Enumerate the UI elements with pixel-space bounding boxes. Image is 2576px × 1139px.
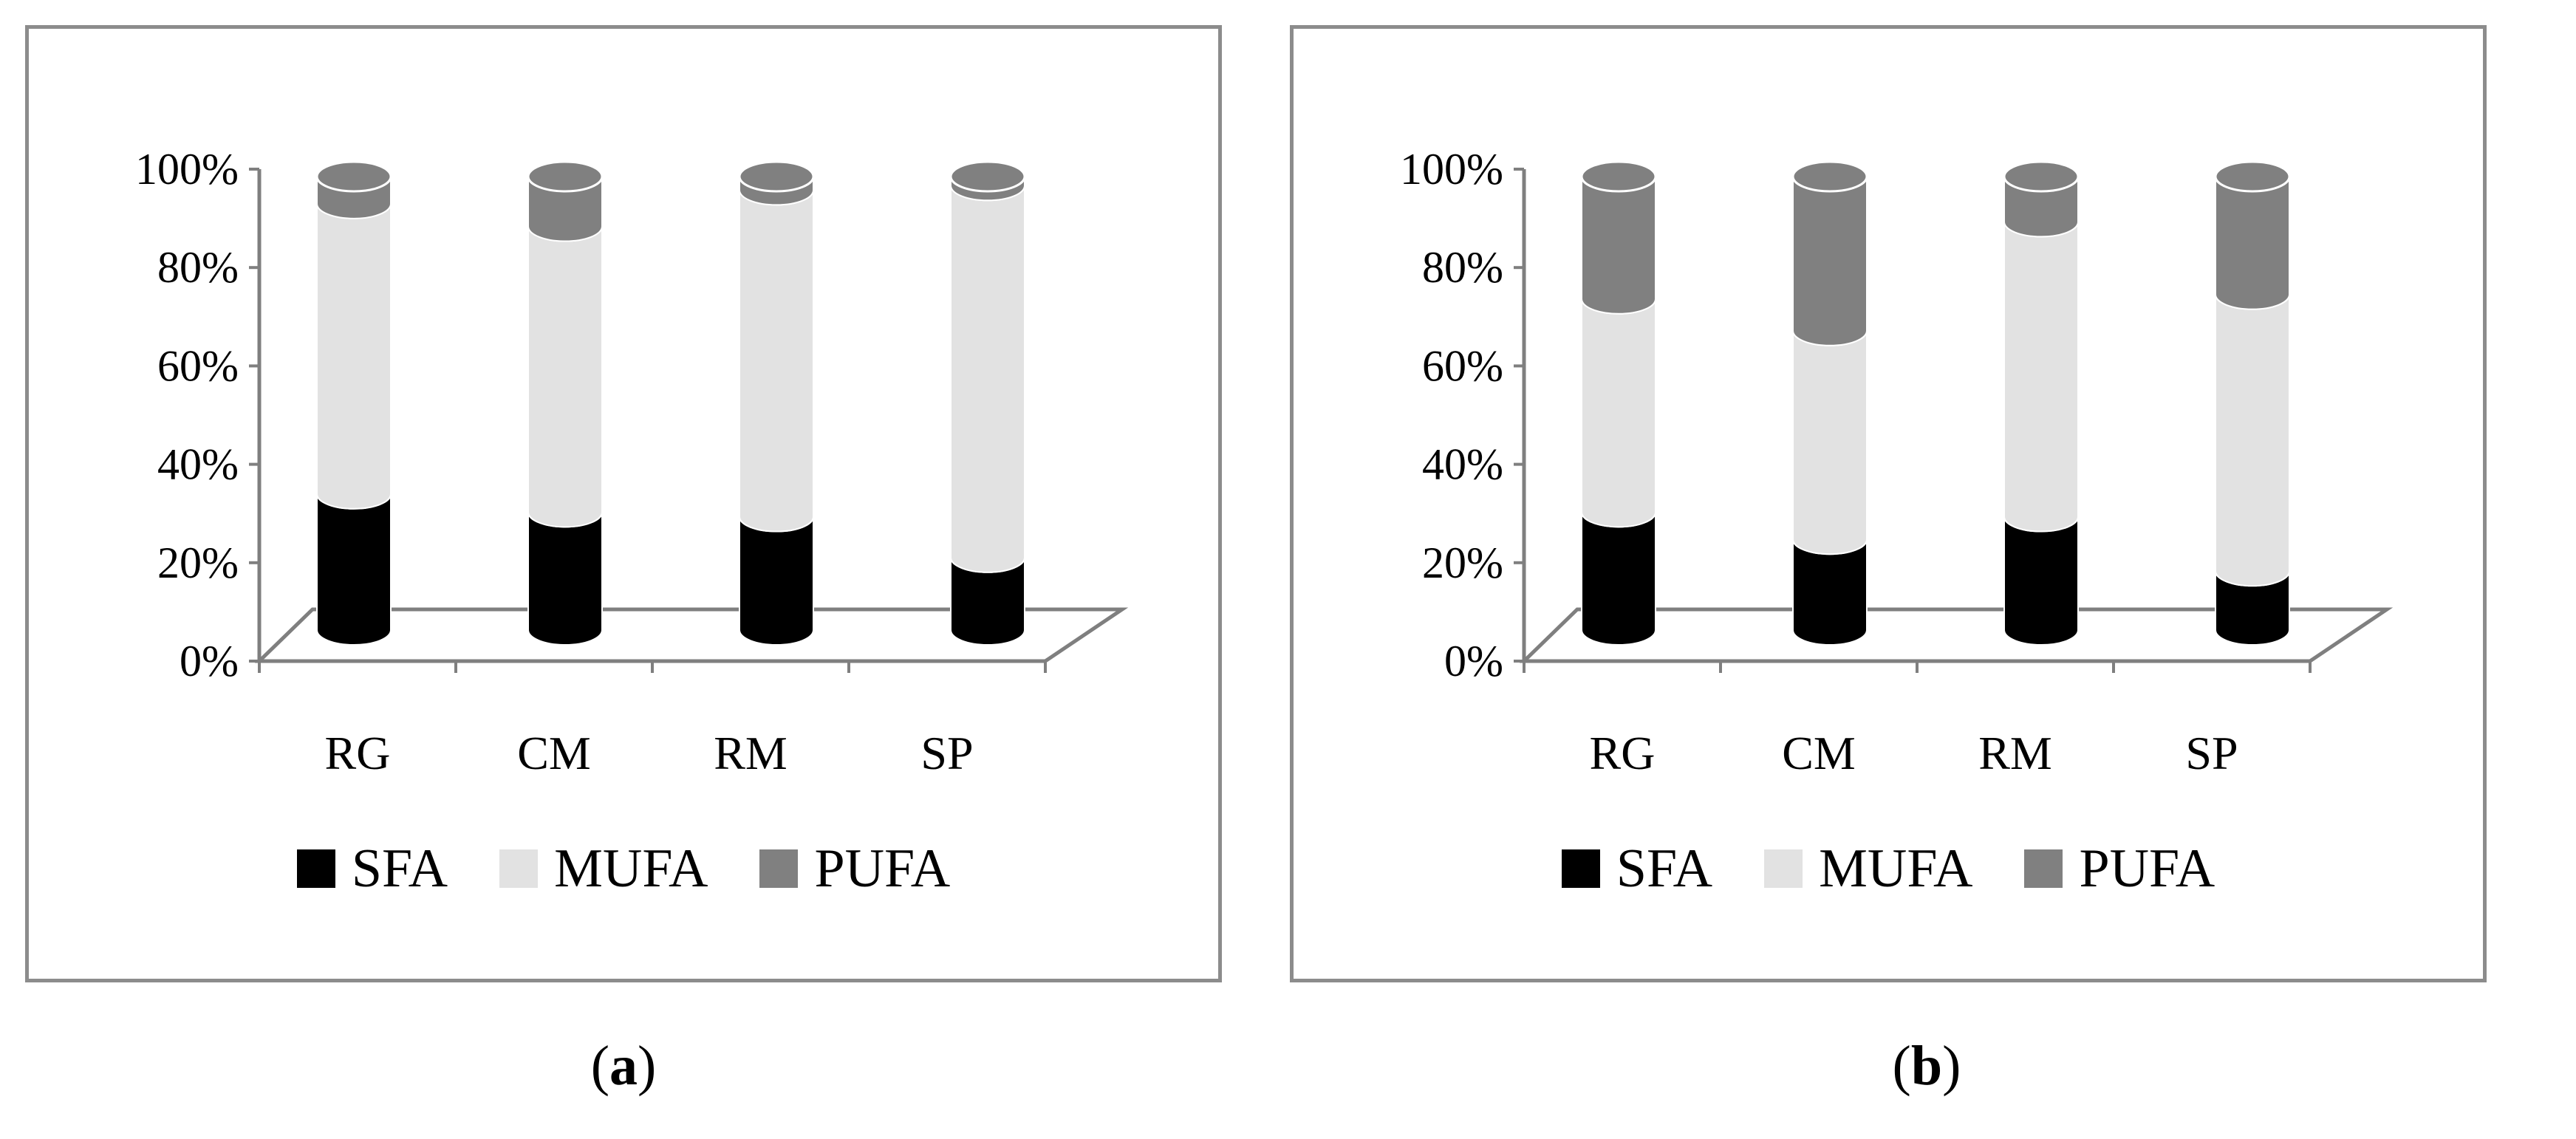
legend-label-sfa: SFA bbox=[351, 838, 448, 899]
y-tick-label: 80% bbox=[157, 243, 239, 292]
legend-swatch-mufa bbox=[1764, 849, 1803, 888]
legend-item-mufa: MUFA bbox=[1764, 841, 1972, 896]
legend-swatch-pufa bbox=[2024, 849, 2063, 888]
y-ticks: 0% 20% 40% 60% 80% 100% bbox=[1400, 145, 1524, 685]
bar-segment-sfa bbox=[1792, 539, 1868, 646]
legend-swatch-mufa bbox=[499, 849, 539, 888]
floor-outline bbox=[1519, 607, 2394, 663]
bar-segment-sfa bbox=[1581, 512, 1656, 646]
x-tick-label: SP bbox=[2185, 727, 2238, 779]
bar-top-cap bbox=[1580, 160, 1657, 193]
bar-segment-mufa bbox=[527, 226, 603, 528]
panel-caption-b: (b) bbox=[1853, 1034, 2001, 1098]
legend-label-pufa: PUFA bbox=[814, 838, 951, 899]
caption-open-paren: ( bbox=[590, 1035, 609, 1097]
legend-label-sfa: SFA bbox=[1616, 838, 1713, 899]
x-categories: RG CM RM SP bbox=[1523, 661, 2312, 779]
legend-swatch-pufa bbox=[759, 849, 799, 888]
legend-swatch-sfa bbox=[296, 849, 335, 888]
y-tick-label: 40% bbox=[157, 440, 239, 489]
y-tick-label: 40% bbox=[1422, 440, 1503, 489]
x-tick-label: RM bbox=[714, 727, 788, 779]
bar-segment-mufa bbox=[316, 203, 392, 510]
caption-letter: a bbox=[609, 1035, 638, 1097]
legend-item-pufa: PUFA bbox=[2024, 841, 2215, 896]
legend-item-sfa: SFA bbox=[296, 838, 448, 899]
bar-top-cap bbox=[527, 160, 604, 193]
legend-item-sfa: SFA bbox=[1561, 838, 1713, 899]
y-tick-label: 100% bbox=[135, 145, 239, 194]
y-tick-label: 20% bbox=[1422, 538, 1503, 587]
chart-a: 0% 20% 40% 60% 80% 100% RG CM RM SP bbox=[135, 145, 1129, 779]
chart-panel-a: 0% 20% 40% 60% 80% 100% RG CM RM SP SFA MUFA PUFA bbox=[25, 25, 1222, 982]
x-tick-label: CM bbox=[1782, 727, 1856, 779]
bar-top-cap bbox=[1791, 160, 1868, 193]
legend-label-mufa: MUFA bbox=[554, 838, 708, 899]
caption-close-paren: ) bbox=[1942, 1035, 1961, 1097]
chart-b: 0% 20% 40% 60% 80% 100% RG CM RM SP bbox=[1400, 145, 2394, 779]
bar-segment-mufa bbox=[739, 190, 814, 533]
panel-caption-a: (a) bbox=[550, 1034, 697, 1098]
bar-sp bbox=[2214, 160, 2291, 646]
chart-panel-b: 0% 20% 40% 60% 80% 100% RG CM RM SP SFA MUFA PUFA bbox=[1290, 25, 2487, 982]
bar-segment-pufa bbox=[2215, 176, 2290, 310]
bar-top-cap bbox=[315, 160, 392, 193]
x-categories: RG CM RM SP bbox=[258, 661, 1047, 779]
bar-segment-sfa bbox=[316, 493, 392, 646]
x-tick-label: RM bbox=[1978, 727, 2052, 779]
bar-top-cap bbox=[949, 160, 1026, 193]
legend-a: SFA MUFA PUFA bbox=[29, 841, 1218, 896]
chart-floor bbox=[254, 607, 1129, 663]
bar-top-cap bbox=[2003, 160, 2080, 193]
caption-open-paren: ( bbox=[1892, 1035, 1911, 1097]
bar-segment-sfa bbox=[739, 516, 814, 646]
bar-top-cap bbox=[738, 160, 815, 193]
bar-sp bbox=[949, 160, 1026, 646]
y-tick-label: 60% bbox=[1422, 341, 1503, 390]
legend-item-pufa: PUFA bbox=[759, 841, 950, 896]
legend-b: SFA MUFA PUFA bbox=[1294, 841, 2483, 896]
bar-rg bbox=[315, 160, 392, 646]
y-tick-label: 0% bbox=[180, 637, 239, 685]
chart-floor bbox=[1519, 607, 2394, 663]
y-tick-label: 80% bbox=[1422, 243, 1503, 292]
bar-segment-sfa bbox=[527, 512, 603, 646]
x-tick-label: RG bbox=[325, 727, 391, 779]
bar-segment-mufa bbox=[2215, 294, 2290, 587]
bar-segment-mufa bbox=[2003, 222, 2079, 533]
x-tick-label: RG bbox=[1590, 727, 1656, 779]
bar-segment-mufa bbox=[950, 185, 1025, 573]
bar-rg bbox=[1580, 160, 1657, 646]
bar-segment-sfa bbox=[2003, 516, 2079, 646]
bar-cm bbox=[527, 160, 604, 646]
x-tick-label: CM bbox=[517, 727, 591, 779]
x-tick-label: SP bbox=[920, 727, 973, 779]
bar-segment-mufa bbox=[1792, 330, 1868, 555]
legend-item-mufa: MUFA bbox=[499, 841, 708, 896]
y-tick-label: 0% bbox=[1444, 637, 1503, 685]
y-ticks: 0% 20% 40% 60% 80% 100% bbox=[135, 145, 259, 685]
caption-letter: b bbox=[1910, 1035, 1943, 1097]
bar-rm bbox=[738, 160, 815, 646]
legend-swatch-sfa bbox=[1561, 849, 1600, 888]
bar-segment-pufa bbox=[1581, 176, 1656, 315]
legend-label-pufa: PUFA bbox=[2079, 838, 2215, 899]
bar-segment-mufa bbox=[1581, 298, 1656, 528]
floor-outline bbox=[254, 607, 1129, 663]
bar-segment-pufa bbox=[1792, 176, 1868, 346]
caption-close-paren: ) bbox=[638, 1035, 657, 1097]
y-tick-label: 60% bbox=[157, 341, 239, 390]
bar-rm bbox=[2003, 160, 2080, 646]
y-tick-label: 100% bbox=[1400, 145, 1503, 194]
bar-top-cap bbox=[2214, 160, 2291, 193]
legend-label-mufa: MUFA bbox=[1819, 838, 1973, 899]
bar-cm bbox=[1791, 160, 1868, 646]
y-tick-label: 20% bbox=[157, 538, 239, 587]
